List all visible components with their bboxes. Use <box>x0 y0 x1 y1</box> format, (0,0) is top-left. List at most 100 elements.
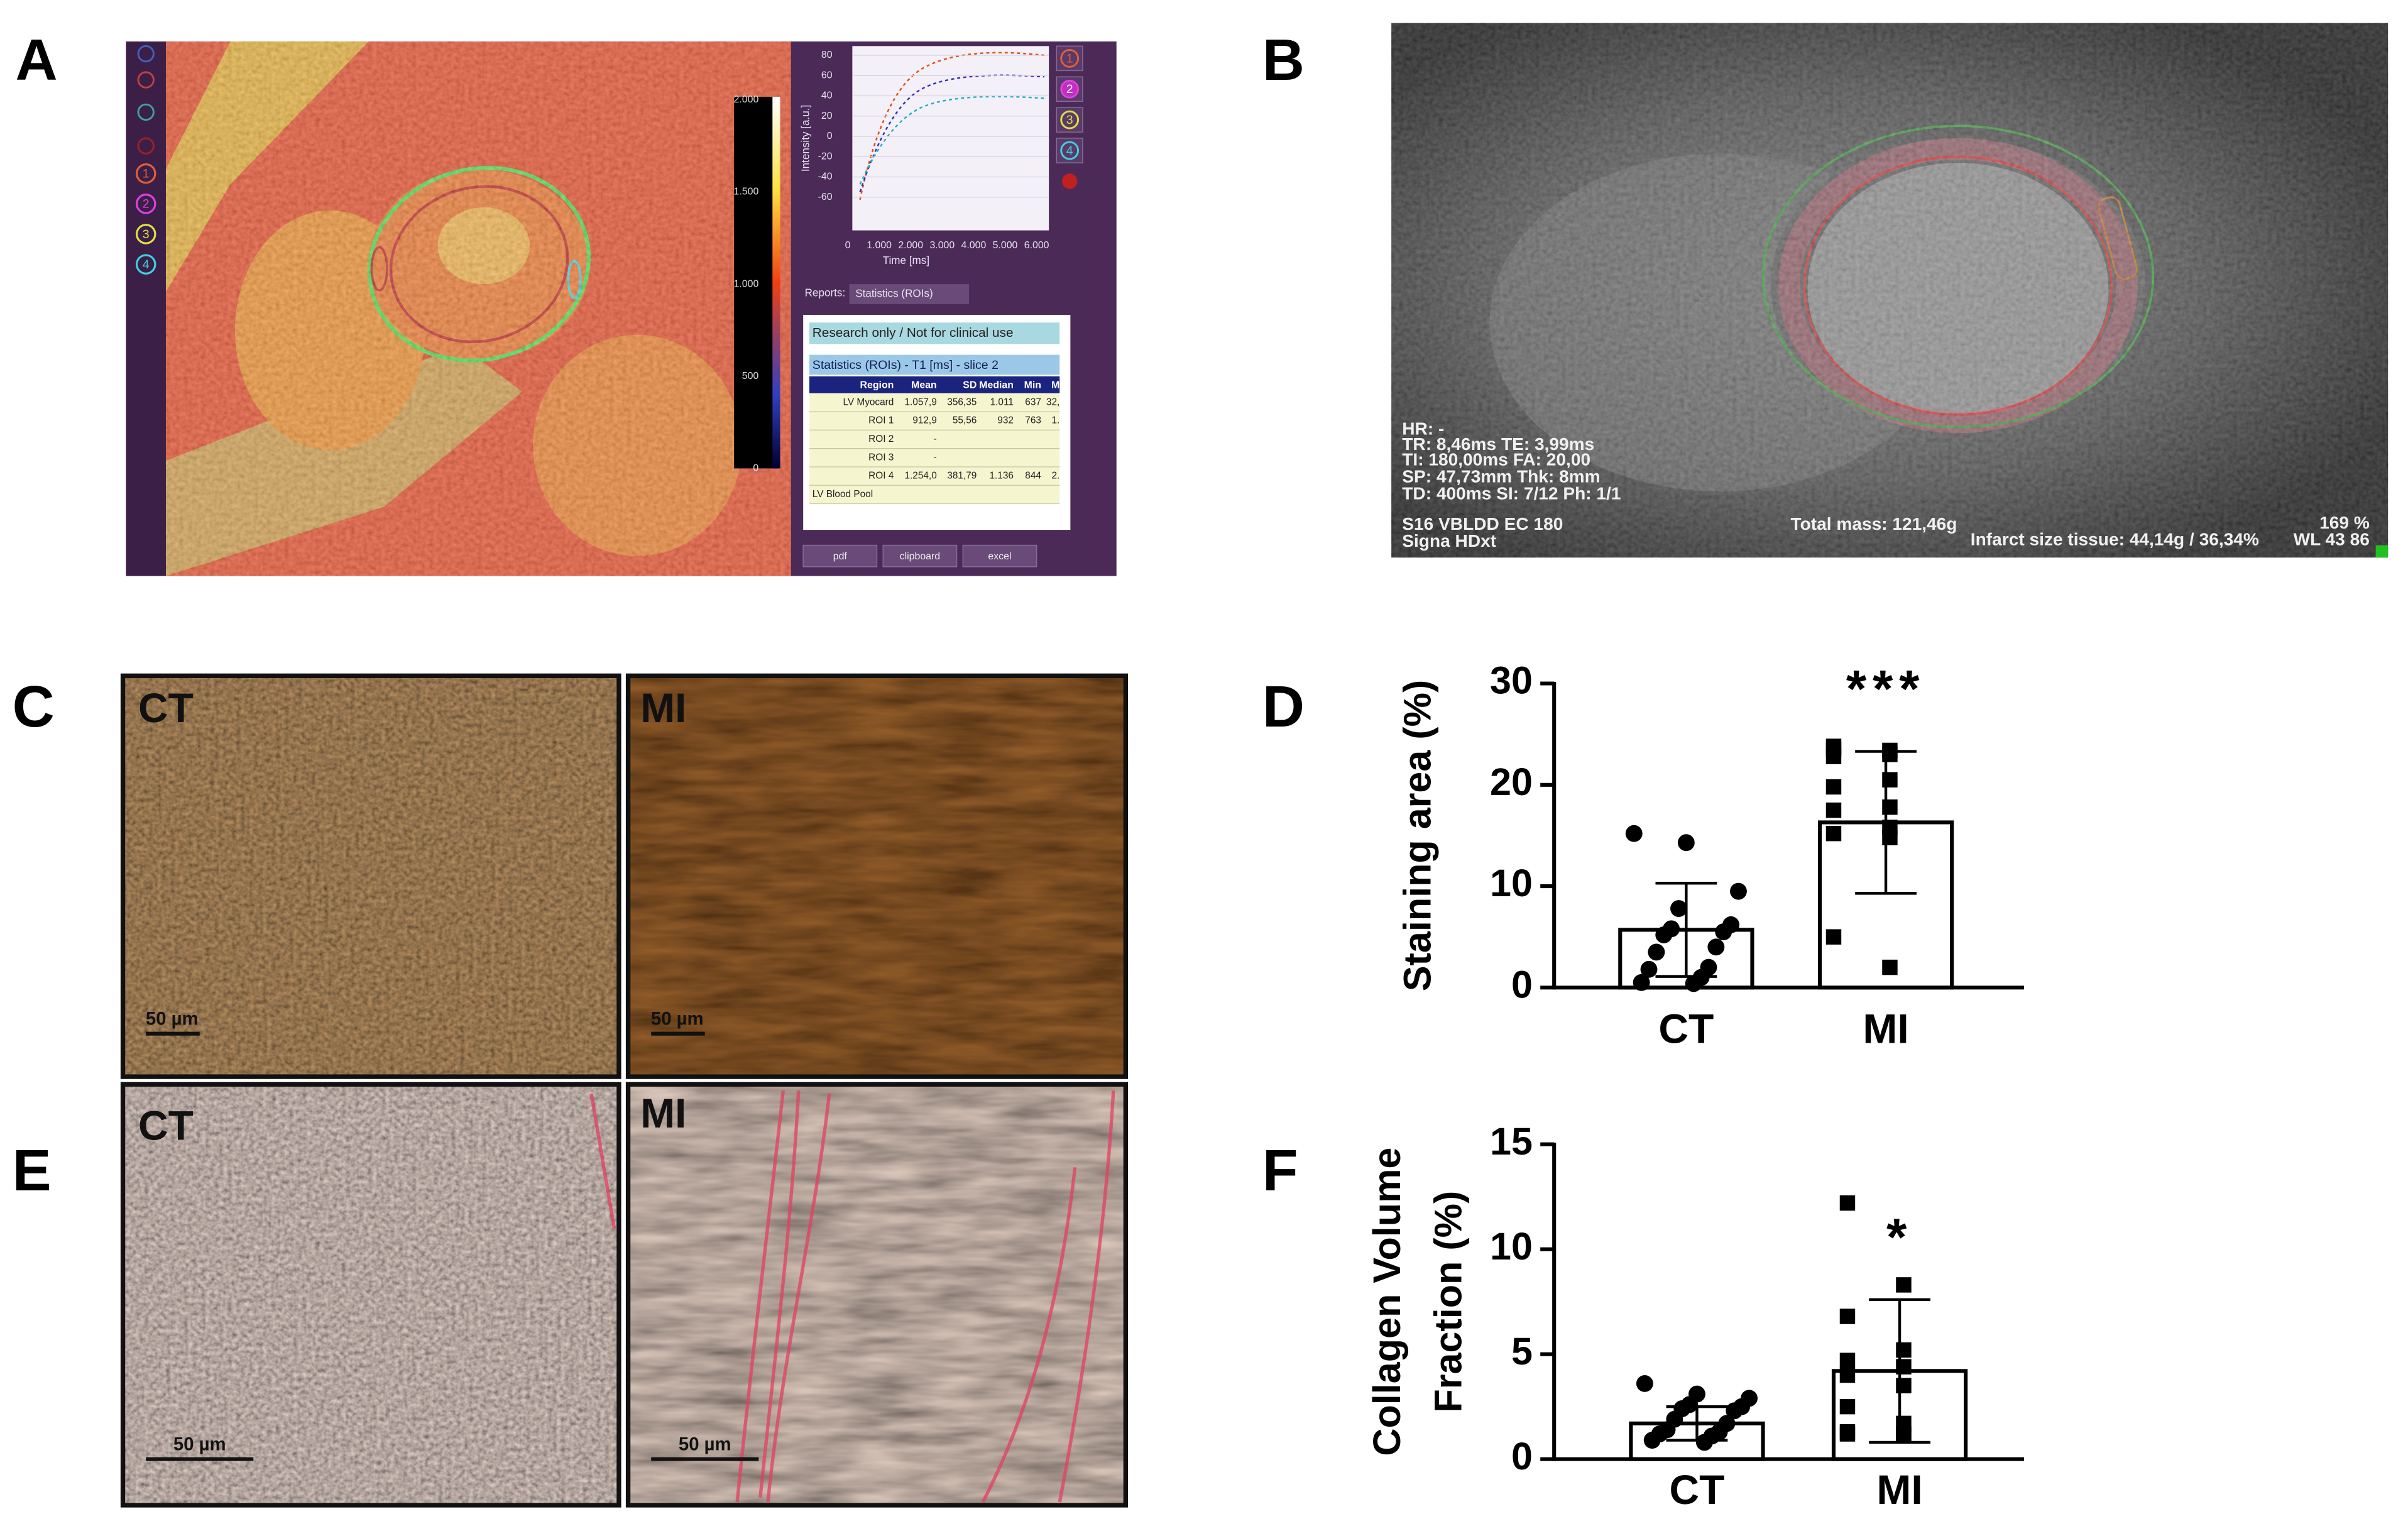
data-point <box>1896 1342 1912 1358</box>
sirius-image <box>628 1084 1126 1505</box>
colorbar-label: 0 <box>753 463 758 474</box>
data-point <box>1839 1195 1856 1211</box>
toolbar <box>126 41 166 576</box>
table-cell: 381,79 <box>947 471 977 481</box>
panel-label: B <box>1262 27 1305 92</box>
table-header: Median <box>979 380 1014 391</box>
curve <box>859 52 1044 200</box>
data-point <box>1839 1367 1856 1383</box>
frame <box>625 673 1129 1079</box>
plot-y-tick: 80 <box>821 50 833 60</box>
roi-button <box>135 224 156 244</box>
export-label: excel <box>988 551 1011 562</box>
sequence-info: Signa HDxt <box>1402 531 1496 551</box>
frame <box>625 1082 1129 1508</box>
plot-x-tick: 6.000 <box>1024 240 1049 251</box>
data-point <box>1825 825 1842 842</box>
table-header: M <box>1051 380 1059 391</box>
data-point <box>1670 900 1687 918</box>
y-tick-label: 10 <box>1490 862 1533 904</box>
roi-button <box>135 163 156 184</box>
ihc-image <box>123 676 619 1077</box>
table-header: Min <box>1024 380 1041 391</box>
sirius-image <box>123 1084 619 1505</box>
plot-y-tick: -40 <box>818 172 833 182</box>
scale-bars <box>146 1031 759 1461</box>
collagen-fibers <box>589 1090 1115 1503</box>
roi-button-ring <box>1060 79 1080 99</box>
ihc-image <box>628 676 1126 1077</box>
data-point <box>1655 926 1673 943</box>
plot-y-tick: 20 <box>821 111 833 121</box>
x-tick-label: CT <box>1658 1006 1714 1052</box>
roi-number: 1 <box>143 167 150 181</box>
table-cell: 55,56 <box>953 415 977 426</box>
y-tick-label: 5 <box>1511 1330 1533 1373</box>
group-label: MI <box>640 1090 686 1136</box>
data-point <box>1707 938 1725 956</box>
panel-label: E <box>13 1138 52 1203</box>
scan-info: TR: 8,46ms TE: 3,99ms <box>1402 434 1594 454</box>
roi-button <box>135 194 156 214</box>
chart: Collagen Volume Fraction (%) 0 5 10 15 CT * MI <box>1365 1120 2025 1513</box>
table-cell: 1.136 <box>989 471 1013 481</box>
panel-label: A <box>15 27 57 92</box>
plot-y-tick: -60 <box>818 192 833 202</box>
data-point <box>1896 1359 1912 1375</box>
table-cell: ROI 4 <box>868 471 894 481</box>
table-cell: - <box>934 434 937 444</box>
roi-button-ring <box>1060 48 1080 68</box>
data-point <box>1648 943 1665 961</box>
table-header: Region <box>860 380 894 391</box>
scan-info: TD: 400ms SI: 7/12 Ph: 1/1 <box>1402 483 1621 503</box>
panel-a <box>126 41 1117 576</box>
plot-x-tick: 1.000 <box>867 240 892 251</box>
table-cell: - <box>934 452 937 463</box>
data-point <box>1825 749 1842 764</box>
plot-x-tick: 0 <box>845 240 851 251</box>
colorbar <box>734 96 777 469</box>
table-cell: 1.011 <box>990 397 1014 407</box>
plot-x-tick: 5.000 <box>993 240 1018 251</box>
table-cell: 32, <box>1046 397 1059 407</box>
export-label: pdf <box>833 551 848 562</box>
curve <box>859 96 1044 185</box>
roi-number: 2 <box>1066 82 1073 96</box>
y-tick-label: 0 <box>1511 1435 1533 1478</box>
roi-button-ring <box>1060 141 1080 160</box>
data-point <box>1825 929 1842 945</box>
data-point <box>1882 830 1898 845</box>
table-header: SD <box>963 380 977 391</box>
significance: *** <box>1846 660 1925 718</box>
export-label: clipboard <box>900 551 940 562</box>
plot-area <box>852 46 1049 231</box>
colorbar-label: 2.000 <box>734 94 759 105</box>
mri-texture <box>1391 23 2389 558</box>
tool-icon <box>137 137 155 155</box>
roi-button <box>135 254 156 275</box>
table-cell: 1.254,0 <box>904 471 936 481</box>
reports-label: Reports: <box>805 287 846 299</box>
scan-info: HR: - <box>1402 419 1444 439</box>
data-point <box>1882 799 1898 815</box>
table-cell: ROI 2 <box>868 434 894 444</box>
table-cell: ROI 1 <box>868 415 894 426</box>
scale-label: 50 µm <box>679 1434 731 1454</box>
tool-icon <box>137 45 155 63</box>
panel-label: C <box>13 674 55 739</box>
y-axis-label: Intensity [a.u.] <box>800 105 812 172</box>
data-point <box>1625 825 1643 842</box>
plot-y-tick: 60 <box>821 70 833 80</box>
sequence-info: S16 VBLDD EC 180 <box>1402 514 1563 534</box>
histology: CT MI CT MI 50 µm 50 µm 50 µm 50 µm <box>120 673 1129 1508</box>
table-cell: ROI 3 <box>868 452 894 463</box>
tool-icon <box>137 103 155 121</box>
title-row <box>809 354 1060 375</box>
tool-icon <box>1061 173 1078 189</box>
header-row <box>809 376 1060 393</box>
frames <box>120 673 1129 1508</box>
panel-labels: A B C D E F <box>13 27 1305 1203</box>
data-point <box>1677 834 1695 852</box>
table-cell: 932 <box>997 415 1014 426</box>
